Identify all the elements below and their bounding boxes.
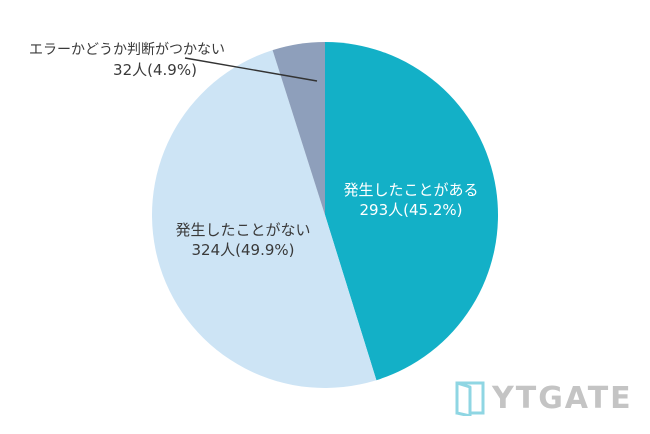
slice-label-not-occurred: 発生したことがない 324人(49.9%)	[168, 220, 318, 260]
slice-label-occurred-value: 293人(45.2%)	[359, 201, 463, 219]
leader-line	[184, 57, 318, 82]
slice-label-unknown: エラーかどうか判断がつかない 32人(4.9%)	[20, 40, 234, 80]
slice-label-not-occurred-title: 発生したことがない	[175, 221, 311, 239]
pie-slice-unknown	[272, 42, 325, 215]
ytgate-logo: YTGATE	[454, 378, 633, 418]
pie-slice-occurred	[325, 42, 498, 381]
slice-label-not-occurred-value: 324人(49.9%)	[191, 241, 295, 259]
slice-label-occurred-title: 発生したことがある	[343, 181, 479, 199]
logo-text: YTGATE	[492, 380, 633, 416]
pie-slices	[152, 42, 498, 388]
pie-slice-not-occurred	[152, 50, 377, 388]
slice-label-unknown-value: 32人(4.9%)	[113, 61, 197, 79]
slice-label-occurred: 発生したことがある 293人(45.2%)	[336, 180, 486, 220]
door-icon	[455, 381, 485, 416]
slice-label-unknown-title: エラーかどうか判断がつかない	[29, 42, 225, 58]
